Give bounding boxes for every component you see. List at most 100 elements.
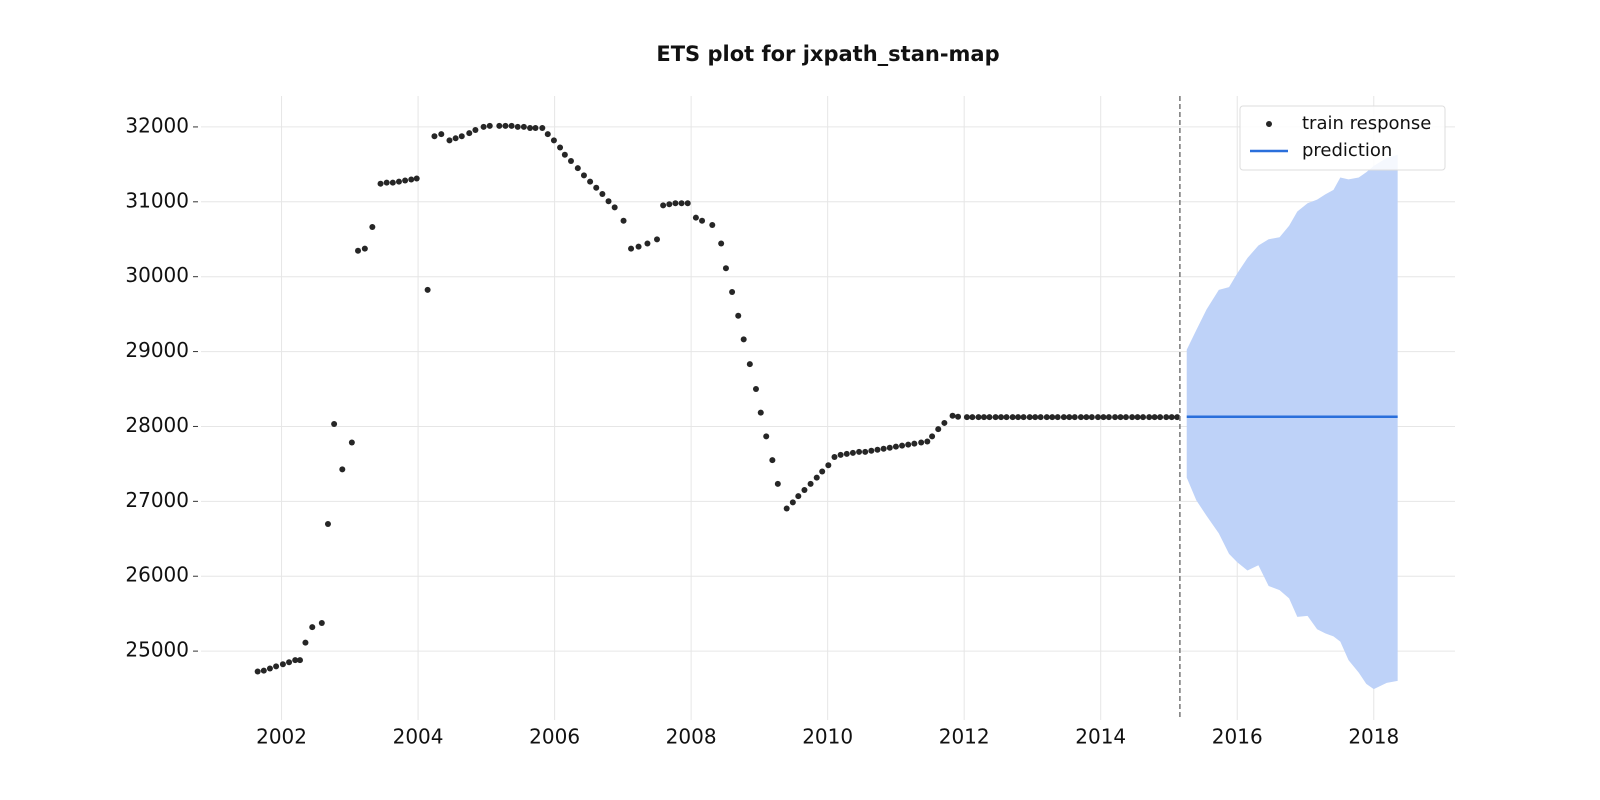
legend-label: prediction bbox=[1302, 140, 1392, 161]
data-point bbox=[654, 236, 660, 243]
data-point bbox=[331, 420, 338, 427]
x-tick-label: 2016 bbox=[1212, 725, 1263, 749]
data-point bbox=[438, 131, 445, 138]
data-point bbox=[309, 624, 316, 631]
data-point bbox=[849, 449, 856, 456]
data-point bbox=[969, 414, 976, 421]
data-point bbox=[935, 426, 942, 433]
data-point bbox=[1134, 414, 1141, 421]
data-point bbox=[561, 151, 568, 158]
x-tick-label: 2008 bbox=[666, 725, 717, 749]
data-point bbox=[905, 441, 912, 448]
data-point bbox=[868, 447, 875, 454]
data-point bbox=[929, 433, 936, 440]
data-point bbox=[1054, 414, 1061, 421]
data-point bbox=[880, 445, 887, 452]
data-point bbox=[998, 414, 1005, 421]
data-point bbox=[1146, 414, 1153, 421]
prediction-band bbox=[1186, 154, 1398, 690]
data-point bbox=[318, 620, 325, 627]
data-point bbox=[580, 172, 587, 179]
y-tick-label: 27000 bbox=[125, 488, 189, 512]
data-point bbox=[789, 499, 796, 506]
data-point bbox=[769, 457, 776, 464]
data-point bbox=[466, 130, 473, 137]
data-point bbox=[843, 450, 850, 457]
data-point bbox=[355, 247, 362, 254]
data-point bbox=[763, 433, 770, 440]
data-point bbox=[587, 178, 594, 185]
data-point bbox=[527, 124, 534, 131]
data-point bbox=[593, 184, 600, 191]
data-point bbox=[856, 448, 863, 455]
data-point bbox=[458, 133, 465, 140]
data-point bbox=[557, 144, 564, 151]
data-point bbox=[1003, 414, 1010, 421]
x-tick-label: 2004 bbox=[393, 725, 444, 749]
data-point bbox=[666, 201, 673, 208]
data-point bbox=[1151, 414, 1158, 421]
data-point bbox=[825, 462, 832, 469]
data-point bbox=[941, 419, 948, 426]
data-point bbox=[377, 180, 384, 187]
data-point bbox=[431, 133, 438, 140]
data-point bbox=[286, 659, 293, 666]
data-point bbox=[532, 124, 539, 131]
data-point bbox=[911, 440, 918, 447]
data-point bbox=[273, 663, 280, 670]
data-point bbox=[296, 657, 303, 664]
data-point bbox=[502, 122, 509, 129]
legend-box bbox=[1239, 105, 1446, 171]
data-point bbox=[1032, 414, 1039, 421]
data-point bbox=[1163, 414, 1170, 421]
data-point bbox=[348, 439, 355, 446]
data-point bbox=[886, 444, 893, 451]
legend-label: train response bbox=[1302, 113, 1431, 134]
data-point bbox=[424, 286, 431, 293]
data-point bbox=[722, 265, 729, 272]
data-point bbox=[1088, 414, 1095, 421]
x-tick-label: 2012 bbox=[939, 725, 990, 749]
data-point bbox=[1066, 414, 1073, 421]
chart-title: ETS plot for jxpath_stan-map bbox=[656, 42, 999, 66]
data-point bbox=[1117, 414, 1124, 421]
data-point bbox=[1105, 414, 1112, 421]
data-point bbox=[628, 245, 635, 252]
data-point bbox=[1083, 414, 1090, 421]
data-point bbox=[692, 214, 699, 221]
data-point bbox=[955, 413, 962, 420]
data-point bbox=[383, 179, 390, 186]
data-point bbox=[980, 414, 987, 421]
y-tick-label: 29000 bbox=[125, 338, 189, 362]
data-point bbox=[408, 176, 415, 183]
y-tick-label: 30000 bbox=[125, 263, 189, 287]
data-point bbox=[1043, 414, 1050, 421]
data-point bbox=[514, 123, 521, 130]
data-point bbox=[924, 438, 931, 445]
data-point bbox=[1037, 414, 1044, 421]
data-point bbox=[620, 217, 627, 224]
data-point bbox=[1168, 414, 1175, 421]
data-point bbox=[1129, 414, 1136, 421]
y-tick-label: 26000 bbox=[125, 563, 189, 587]
data-point bbox=[837, 451, 844, 458]
data-point bbox=[1100, 414, 1107, 421]
data-point bbox=[472, 126, 479, 133]
data-point bbox=[446, 137, 453, 144]
data-point bbox=[709, 221, 716, 228]
data-point bbox=[539, 124, 546, 131]
data-point bbox=[644, 240, 651, 247]
data-point bbox=[292, 657, 299, 664]
data-point bbox=[486, 122, 493, 129]
data-point bbox=[574, 165, 581, 172]
data-point bbox=[544, 131, 551, 138]
data-point bbox=[1049, 414, 1056, 421]
data-point bbox=[1026, 414, 1033, 421]
data-point bbox=[819, 468, 826, 475]
data-point bbox=[1094, 414, 1101, 421]
data-point bbox=[678, 200, 685, 207]
data-point bbox=[735, 312, 742, 319]
legend-swatch bbox=[1266, 121, 1272, 127]
data-point bbox=[1009, 414, 1016, 421]
